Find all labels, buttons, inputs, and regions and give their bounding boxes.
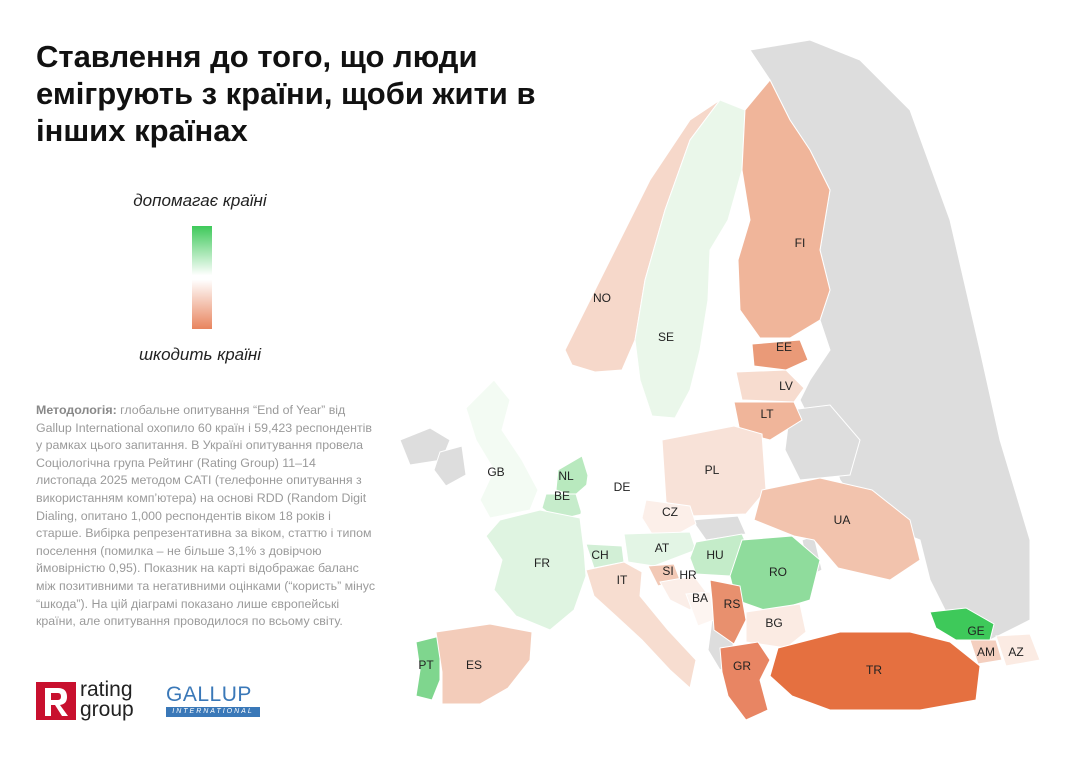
country-BG[interactable] xyxy=(745,603,807,649)
label-UA: UA xyxy=(834,513,851,527)
country-RS[interactable] xyxy=(709,579,747,645)
country-SE[interactable] xyxy=(634,99,746,419)
legend-color-scale xyxy=(192,226,212,329)
country-AT[interactable] xyxy=(623,531,697,567)
label-BG: BG xyxy=(765,616,782,630)
label-RS: RS xyxy=(724,597,741,611)
label-CZ: CZ xyxy=(662,505,678,519)
label-AZ: AZ xyxy=(1008,645,1023,659)
label-TR: TR xyxy=(866,663,882,677)
rating-r-icon xyxy=(36,682,76,720)
label-IT: IT xyxy=(617,573,628,587)
label-FR: FR xyxy=(534,556,550,570)
group-word: group xyxy=(80,698,134,721)
label-SI: SI xyxy=(662,564,673,578)
rating-word: rating xyxy=(80,678,133,701)
label-GE: GE xyxy=(967,624,984,638)
label-NL: NL xyxy=(558,469,574,483)
rating-group-wordmark: rating group xyxy=(80,678,134,721)
label-AT: AT xyxy=(655,541,670,555)
label-GR: GR xyxy=(733,659,751,673)
europe-map: NO SE FI EE LV LT GB NL BE DE PL CZ UA F… xyxy=(399,39,1041,721)
label-HR: HR xyxy=(679,568,697,582)
country-GR[interactable] xyxy=(719,641,771,721)
methodology-text: глобальне опитування “End of Year” від G… xyxy=(36,403,376,629)
label-BA: BA xyxy=(692,591,708,605)
methodology-label: Методологія: xyxy=(36,403,117,417)
label-AM: AM xyxy=(977,645,995,659)
country-ireland-nodata xyxy=(433,445,467,487)
rating-group-logo: rating group xyxy=(36,678,156,722)
label-LT: LT xyxy=(760,407,774,421)
label-CH: CH xyxy=(591,548,608,562)
country-labels: NO SE FI EE LV LT GB NL BE DE PL CZ UA F… xyxy=(418,236,1023,677)
country-UA[interactable] xyxy=(753,477,921,581)
label-FI: FI xyxy=(795,236,806,250)
country-TR[interactable] xyxy=(769,631,981,711)
country-fills xyxy=(415,79,1041,721)
country-GB[interactable] xyxy=(465,379,539,519)
legend-label-harms: шкодить країні xyxy=(138,345,262,364)
label-LV: LV xyxy=(779,379,793,393)
legend-label-helps: допомагає країні xyxy=(133,191,267,210)
label-PL: PL xyxy=(705,463,720,477)
gallup-international-logo: GALLUP INTERNATIONAL xyxy=(166,684,262,718)
country-AM[interactable] xyxy=(969,639,1003,665)
country-FI[interactable] xyxy=(737,79,831,339)
country-LV[interactable] xyxy=(735,369,805,403)
label-PT: PT xyxy=(418,658,434,672)
label-RO: RO xyxy=(769,565,787,579)
label-EE: EE xyxy=(776,340,792,354)
label-BE: BE xyxy=(554,489,570,503)
country-IT[interactable] xyxy=(585,561,697,689)
label-GB: GB xyxy=(487,465,504,479)
country-ES[interactable] xyxy=(435,623,533,705)
label-DE: DE xyxy=(614,480,631,494)
country-slovakia-nodata xyxy=(691,515,747,541)
country-belarus-nodata xyxy=(784,404,861,481)
gallup-word: GALLUP xyxy=(166,683,252,706)
gallup-international-band: INTERNATIONAL xyxy=(166,707,260,717)
label-SE: SE xyxy=(658,330,674,344)
label-ES: ES xyxy=(466,658,482,672)
country-NL[interactable] xyxy=(555,455,591,497)
label-HU: HU xyxy=(706,548,723,562)
page-title: Ставлення до того, що люди емігрують з к… xyxy=(36,39,536,148)
country-AZ[interactable] xyxy=(995,633,1041,667)
country-FR[interactable] xyxy=(485,509,587,631)
label-NO: NO xyxy=(593,291,611,305)
country-EE[interactable] xyxy=(751,339,809,371)
methodology-note: Методологія: глобальне опитування “End o… xyxy=(36,402,376,631)
